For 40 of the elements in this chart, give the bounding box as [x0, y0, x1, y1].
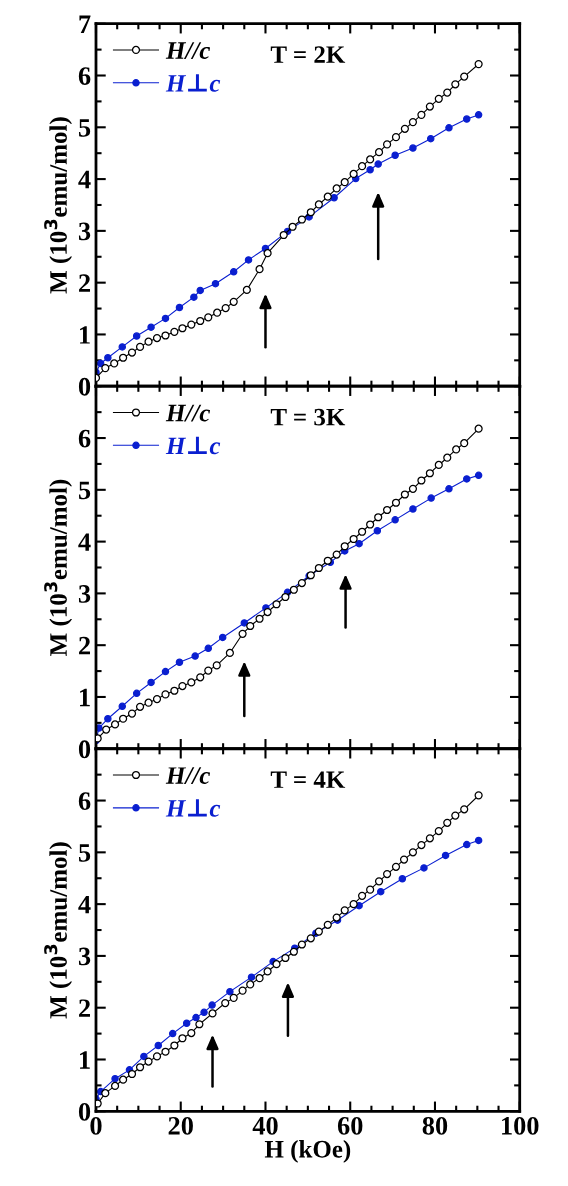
x-tick-label: 100: [502, 1116, 539, 1135]
y-axis-title: M (10$^{3}$emu/mol): [44, 479, 73, 656]
y-tick-label: 4: [78, 533, 91, 551]
legend-label: H//c: [165, 767, 211, 785]
y-tick-label: 7: [79, 15, 91, 33]
x-axis-title: H (kOe): [264, 1140, 351, 1163]
legend-label: H//c: [165, 42, 211, 59]
y-tick-label: 2: [79, 636, 90, 655]
y-tick-label: 6: [78, 429, 91, 448]
x-tick-label: 60: [337, 1116, 363, 1135]
y-tick-label: 1: [80, 1051, 90, 1069]
legend-label: H⊥c: [165, 799, 221, 817]
y-tick-label: 3: [78, 222, 91, 241]
annotation: T = 2K: [270, 46, 346, 63]
y-tick-label: 1: [80, 688, 90, 707]
annotation: T = 3K: [270, 408, 346, 426]
y-tick-label: 1: [80, 326, 90, 344]
legend-label: H//c: [165, 404, 211, 422]
y-tick-label: 0: [78, 377, 91, 396]
y-tick-label: 5: [78, 481, 91, 500]
y-axis-title: M (10$^{3}$emu/mol): [44, 842, 73, 1019]
legend-label: H⊥c: [165, 74, 221, 92]
y-tick-label: 0: [78, 740, 91, 759]
y-tick-label: 6: [78, 67, 91, 85]
annotation: T = 4K: [270, 771, 346, 788]
y-tick-label: 4: [78, 895, 91, 914]
y-tick-label: 3: [78, 585, 91, 603]
y-tick-label: 2: [79, 274, 90, 292]
x-tick-label: 40: [252, 1116, 278, 1135]
y-tick-label: 5: [78, 119, 91, 137]
y-tick-label: 3: [78, 947, 91, 966]
x-tick-label: 20: [168, 1116, 193, 1135]
y-tick-label: 2: [79, 999, 90, 1017]
y-tick-label: 5: [78, 844, 91, 862]
x-tick-label: 80: [422, 1116, 448, 1135]
y-tick-label: 4: [78, 170, 91, 189]
y-tick-label: 6: [78, 792, 91, 810]
legend-label: H⊥c: [165, 436, 221, 455]
y-tick-label: 0: [78, 1102, 91, 1121]
y-axis-title: M (10$^{3}$emu/mol): [44, 117, 73, 294]
